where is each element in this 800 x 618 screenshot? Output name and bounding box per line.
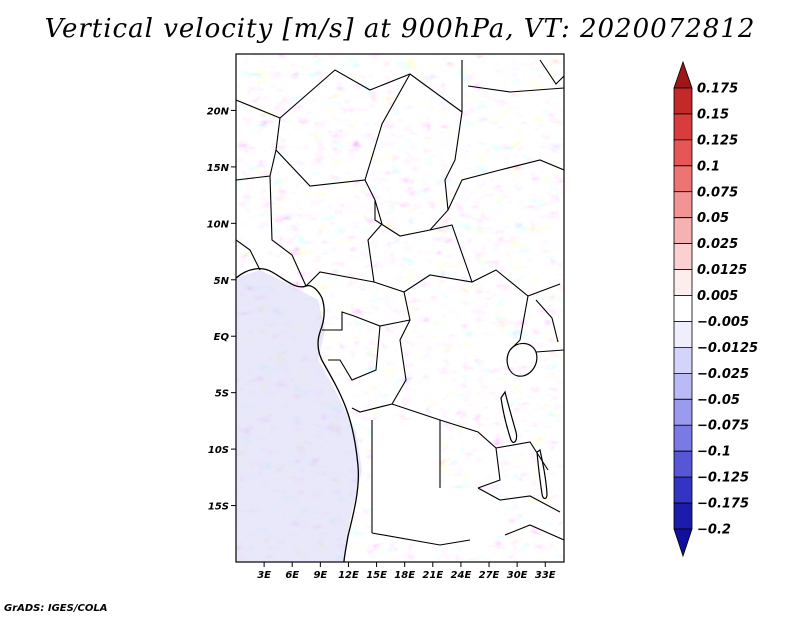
lake-malawi xyxy=(536,449,548,500)
colorbar-segment xyxy=(673,450,693,478)
credit-text: GrADS: IGES/COLA xyxy=(4,603,108,614)
colorbar-label: −0.175 xyxy=(697,497,749,512)
colorbar-label: −0.125 xyxy=(697,471,749,486)
lake-victoria xyxy=(506,342,538,377)
colorbar-label: −0.1 xyxy=(697,445,731,460)
colorbar-label: 0.15 xyxy=(697,107,729,122)
colorbar-segment xyxy=(673,372,693,400)
lon-tick-label: 27E xyxy=(479,570,500,581)
masked-region xyxy=(372,420,505,540)
lat-tick-label: EQ xyxy=(214,332,230,343)
colorbar-label: −0.05 xyxy=(697,393,740,408)
colorbar-label: 0.075 xyxy=(697,185,738,200)
lon-tick-label: 33E xyxy=(535,570,556,581)
colorbar-label: −0.075 xyxy=(697,419,749,434)
lon-tick-label: 30E xyxy=(507,570,528,581)
colorbar-segment xyxy=(673,347,693,374)
colorbar-segment xyxy=(673,165,693,193)
colorbar: 0.175 0.15 0.125 0.1 0.075 0.05 0.025 0.0125 0.0… xyxy=(673,60,758,558)
lon-axis: 3E 6E 9E 12E 15E 18E 21E 24E 27E 30E 33E xyxy=(257,562,556,581)
colorbar-label: 0.125 xyxy=(697,133,738,148)
lon-tick-label: 15E xyxy=(366,570,387,581)
country-borders xyxy=(236,59,564,546)
colorbar-label: −0.005 xyxy=(697,315,749,330)
lon-tick-label: 24E xyxy=(451,570,472,581)
colorbar-segment xyxy=(673,60,693,89)
lat-tick-label: 10S xyxy=(208,445,229,456)
colorbar-segment xyxy=(673,502,693,530)
colorbar-segment xyxy=(673,476,693,504)
colorbar-segment xyxy=(673,269,693,296)
lat-tick-label: 5N xyxy=(214,276,230,287)
lake-tanganyika xyxy=(500,390,518,444)
plot-frame xyxy=(235,53,565,563)
lat-tick-label: 15S xyxy=(208,502,229,513)
lon-tick-label: 21E xyxy=(422,570,443,581)
colorbar-segment xyxy=(673,139,693,167)
lat-tick-label: 5S xyxy=(215,389,229,400)
lon-tick-label: 12E xyxy=(338,570,359,581)
colorbar-segment xyxy=(673,113,693,141)
colorbar-label: 0.005 xyxy=(697,289,738,304)
colorbar-segment xyxy=(673,424,693,452)
colorbar-label: −0.0125 xyxy=(697,341,758,356)
colorbar-segment xyxy=(673,321,693,348)
lat-axis: 20N 15N 10N 5N EQ 5S 10S 15S xyxy=(207,106,236,513)
ocean-tint xyxy=(236,270,362,562)
colorbar-label: 0.05 xyxy=(697,211,729,226)
chart-title: Vertical velocity [m/s] at 900hPa, VT: 2… xyxy=(44,14,756,44)
lon-tick-label: 9E xyxy=(313,570,327,581)
lon-tick-label: 18E xyxy=(394,570,415,581)
lat-tick-label: 20N xyxy=(207,106,230,117)
lat-tick-label: 10N xyxy=(207,219,230,230)
colorbar-label: −0.025 xyxy=(697,367,749,382)
colorbar-label: 0.025 xyxy=(697,237,738,252)
colorbar-segment xyxy=(673,398,693,426)
colorbar-label: 0.1 xyxy=(697,159,720,174)
plot-area xyxy=(236,54,564,562)
colorbar-segment xyxy=(673,295,693,322)
colorbar-segment xyxy=(673,528,693,558)
colorbar-label: 0.175 xyxy=(697,82,738,97)
coastline-west-africa xyxy=(236,267,360,562)
lon-tick-label: 6E xyxy=(285,570,299,581)
colorbar-label: −0.2 xyxy=(697,523,731,538)
colorbar-label: 0.0125 xyxy=(697,263,747,278)
colorbar-segment xyxy=(673,243,693,270)
colorbar-segment xyxy=(673,87,693,115)
lat-tick-label: 15N xyxy=(207,163,230,174)
lon-tick-label: 3E xyxy=(257,570,271,581)
colorbar-segment xyxy=(673,191,693,219)
colorbar-segment xyxy=(673,217,693,245)
